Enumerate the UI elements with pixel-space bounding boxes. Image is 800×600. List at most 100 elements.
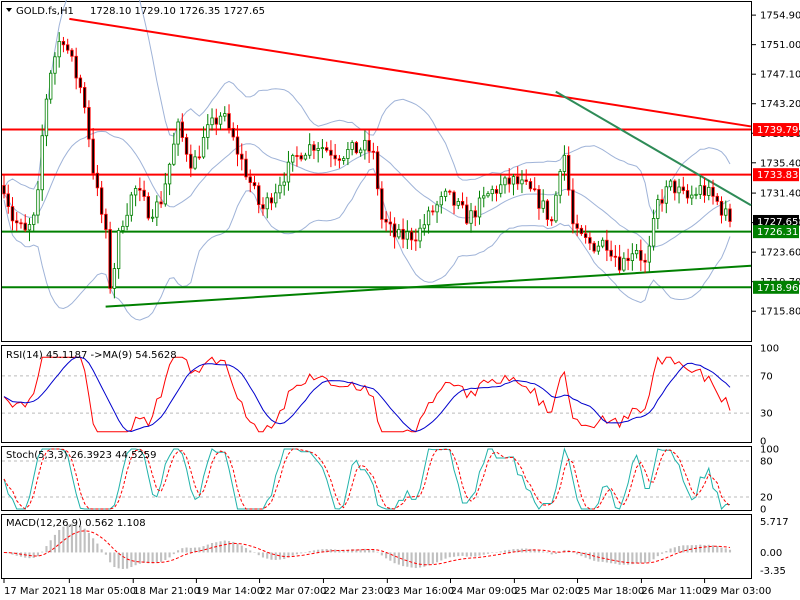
- candle-body: [193, 156, 197, 169]
- candle-body: [719, 200, 724, 216]
- macd-histogram-bar: [576, 552, 579, 555]
- candle-body: [533, 188, 537, 191]
- candle-body: [507, 177, 511, 185]
- macd-histogram-bar: [631, 552, 634, 565]
- candle-body: [19, 222, 23, 225]
- candle-body: [121, 225, 125, 231]
- candle-body: [439, 196, 443, 206]
- macd-histogram-bar: [525, 548, 528, 553]
- macd-histogram-bar: [406, 552, 409, 567]
- macd-histogram-bar: [223, 540, 226, 553]
- candle-body: [575, 223, 579, 229]
- macd-histogram-bar: [45, 546, 48, 553]
- macd-histogram-bar: [104, 552, 107, 555]
- macd-histogram-bar: [215, 542, 218, 553]
- macd-histogram-bar: [402, 552, 405, 567]
- macd-histogram-bar: [542, 551, 545, 553]
- macd-histogram-bar: [308, 551, 311, 553]
- candle-body: [622, 257, 626, 271]
- macd-histogram-bar: [601, 552, 604, 562]
- macd-histogram-bar: [232, 541, 235, 553]
- candle-body: [698, 185, 702, 195]
- candle-body: [299, 155, 303, 160]
- macd-histogram-bar: [342, 550, 345, 553]
- candle-body: [626, 257, 630, 261]
- candle-body: [477, 197, 482, 218]
- candle-body: [244, 158, 248, 178]
- candle-body: [146, 196, 151, 219]
- trendline: [69, 17, 752, 128]
- macd-histogram-bar: [295, 552, 299, 555]
- candle-body: [44, 98, 49, 137]
- price-tick-label: 1743.20: [760, 99, 800, 110]
- candle-body: [681, 186, 685, 191]
- price-label-box: [753, 214, 799, 228]
- candle-body: [167, 163, 172, 185]
- macd-histogram-bar: [236, 543, 239, 553]
- macd-histogram-bar: [58, 530, 61, 553]
- candle-body: [308, 144, 312, 156]
- candle-body: [490, 189, 494, 195]
- macd-histogram-bar: [257, 552, 260, 556]
- macd-histogram-bar: [457, 552, 460, 557]
- candle-body: [248, 176, 252, 183]
- macd-histogram-bar: [368, 549, 371, 553]
- candle-body: [630, 253, 635, 261]
- candle-body: [49, 72, 53, 100]
- candle-body: [448, 190, 452, 193]
- candle-body: [643, 259, 647, 263]
- candle-body: [456, 200, 460, 206]
- macd-histogram-bar: [465, 552, 468, 557]
- macd-histogram-bar: [452, 552, 456, 557]
- macd-histogram-bar: [682, 545, 685, 553]
- candle-body: [375, 151, 380, 190]
- bollinger-upper: [3, 0, 731, 216]
- macd-histogram-bar: [351, 549, 354, 553]
- macd-histogram-bar: [427, 552, 430, 566]
- symbol-label: GOLD.fs,H1: [16, 6, 74, 17]
- candle-body: [503, 177, 507, 186]
- chevron-down-icon[interactable]: [6, 8, 12, 12]
- macd-histogram-bar: [240, 545, 243, 553]
- candle-body: [724, 208, 728, 216]
- candle-body: [550, 219, 554, 222]
- candle-body: [409, 231, 414, 241]
- candle-body: [558, 171, 562, 196]
- price-panel-frame: [1, 1, 752, 342]
- macd-histogram-bar: [121, 552, 124, 569]
- time-tick-label: 19 Mar 14:00: [196, 586, 263, 597]
- price-tick-label: 1715.80: [760, 307, 800, 318]
- candle-body: [579, 227, 584, 235]
- macd-histogram-bar: [661, 552, 664, 554]
- macd-histogram-bar: [321, 549, 324, 553]
- macd-histogram-bar: [266, 552, 269, 559]
- macd-panel: 5.717 0.00 -3.35: [2, 517, 789, 577]
- macd-histogram-bar: [720, 547, 723, 553]
- time-tick-label: 17 Mar 2021: [4, 586, 67, 597]
- macd-histogram-bar: [291, 552, 294, 556]
- macd-histogram-bar: [134, 552, 137, 566]
- rsi-tick-label: 70: [760, 371, 773, 382]
- candle-body: [537, 188, 541, 209]
- macd-histogram-bar: [283, 552, 286, 560]
- candle-body: [647, 245, 651, 263]
- trendline: [555, 90, 752, 207]
- macd-histogram-bar: [206, 544, 209, 553]
- candle-body: [583, 233, 588, 238]
- price-label-text: 1718.96: [757, 283, 798, 294]
- macd-histogram-bar: [686, 545, 689, 553]
- macd-histogram-bar: [716, 546, 719, 553]
- candle-body: [74, 55, 78, 79]
- candle-body: [460, 200, 465, 206]
- macd-histogram-bar: [372, 549, 375, 553]
- time-tick-label: 25 Mar 02:00: [514, 586, 581, 597]
- macd-histogram-bar: [499, 551, 502, 553]
- macd-histogram-bar: [181, 548, 184, 553]
- macd-histogram-bar: [728, 549, 732, 553]
- stoch-panel-frame: [1, 446, 752, 511]
- rsi-panel: 100 70 30 0: [2, 344, 779, 448]
- candle-body: [172, 143, 176, 165]
- price-tick-label: 1751.00: [760, 40, 800, 51]
- macd-histogram-bar: [648, 552, 651, 562]
